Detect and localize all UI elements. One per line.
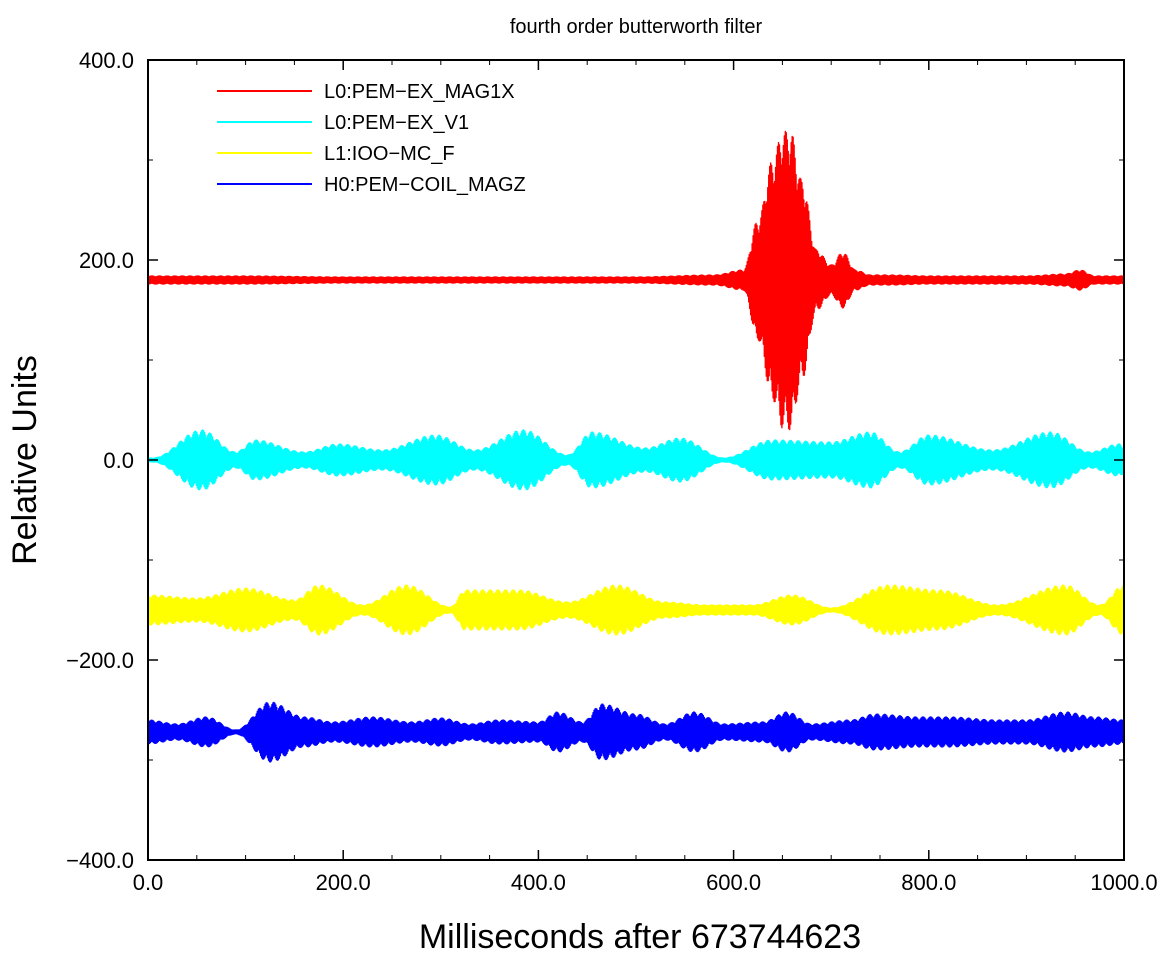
y-axis: −400.0 −200.0 0.0 200.0 400.0 (66, 48, 1124, 873)
y-tick-label: 200.0 (79, 248, 134, 273)
legend-label-h0-pem-coil-magz: H0:PEM−COIL_MAGZ (324, 174, 526, 196)
x-tick-label: 200.0 (316, 870, 371, 895)
y-tick-label: 0.0 (103, 448, 134, 473)
chart-title: fourth order butterworth filter (510, 16, 763, 38)
x-tick-label: 0.0 (133, 870, 164, 895)
y-tick-label: 400.0 (79, 48, 134, 73)
legend: L0:PEM−EX_MAG1X L0:PEM−EX_V1 L1:IOO−MC_F H0… (217, 81, 526, 196)
x-tick-label: 1000.0 (1090, 870, 1157, 895)
y-axis-label: Relative Units (6, 355, 44, 565)
series-layer (147, 130, 1125, 763)
legend-label-l0-pem-ex-mag1x: L0:PEM−EX_MAG1X (324, 81, 515, 103)
x-tick-label: 800.0 (901, 870, 956, 895)
y-tick-label: −400.0 (66, 848, 134, 873)
series-line-l0-pem-ex-mag1x (147, 130, 1125, 431)
legend-label-l1-ioo-mc-f: L1:IOO−MC_F (324, 143, 455, 165)
x-axis-label: Milliseconds after 673744623 (419, 918, 861, 956)
x-tick-label: 400.0 (511, 870, 566, 895)
y-tick-label: −200.0 (66, 648, 134, 673)
series-line-l1-ioo-mc-f (147, 584, 1125, 636)
series-line-l0-pem-ex-v1 (147, 429, 1125, 491)
x-axis: 0.0 200.0 400.0 600.0 800.0 1000.0 (133, 60, 1158, 895)
x-tick-label: 600.0 (706, 870, 761, 895)
legend-label-l0-pem-ex-v1: L0:PEM−EX_V1 (324, 112, 469, 134)
series-line-h0-pem-coil-magz (147, 701, 1125, 763)
